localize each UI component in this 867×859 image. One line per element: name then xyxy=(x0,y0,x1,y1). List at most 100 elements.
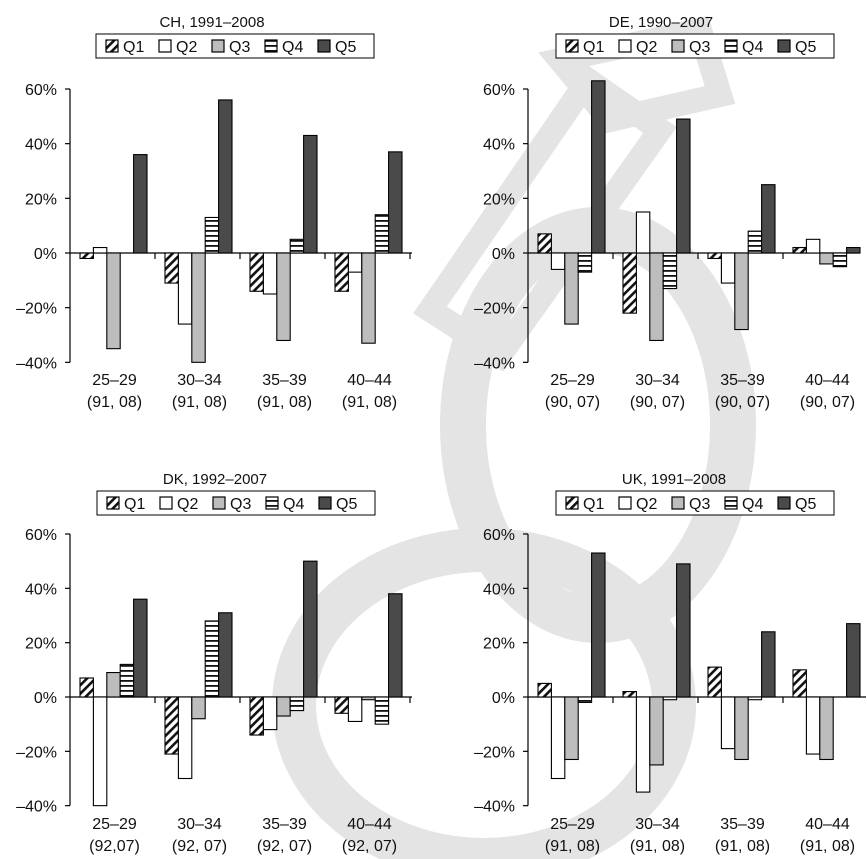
legend-swatch-q3 xyxy=(671,496,685,510)
bar-q5-1 xyxy=(591,552,606,698)
y-tick-label: 60% xyxy=(25,82,57,99)
category-sublabel: (92, 07) xyxy=(257,838,312,855)
category-sublabel: (91, 08) xyxy=(342,394,397,411)
bar-q1-1 xyxy=(79,677,94,698)
legend-label-q1: Q1 xyxy=(583,39,604,56)
legend-label-q3: Q3 xyxy=(230,496,251,513)
bar-q4-3 xyxy=(289,238,305,254)
bar-q2-4 xyxy=(805,696,821,755)
legend-label-q5: Q5 xyxy=(336,496,357,513)
bar-q4-2 xyxy=(662,252,678,290)
legend-swatch-q5 xyxy=(317,39,331,53)
bar-q1-4 xyxy=(792,246,807,254)
y-tick-label: 20% xyxy=(25,636,57,653)
y-tick-label: 0% xyxy=(492,246,515,263)
bar-q4-1 xyxy=(577,252,593,273)
bar-q3-3 xyxy=(276,252,291,342)
category-label: 40–44 xyxy=(805,372,850,389)
bar-q1-4 xyxy=(334,696,349,714)
bar-q5-3 xyxy=(303,134,318,254)
category-label: 40–44 xyxy=(805,816,850,833)
legend-swatch-q4 xyxy=(265,496,279,510)
legend-swatch-q1 xyxy=(565,39,579,53)
category-label: 35–39 xyxy=(262,816,307,833)
bar-q5-2 xyxy=(218,612,233,698)
y-tick-label: –20% xyxy=(474,301,515,318)
bar-q3-2 xyxy=(649,696,664,766)
y-tick-label: 60% xyxy=(25,527,57,544)
chart-panel: UK, 1991–2008 Q1 Q2 Q3 Q4 Q5 60% 40% 20% 0% –20% –4… xyxy=(474,471,866,855)
chart-title: DK, 1992–2007 xyxy=(163,471,267,488)
bar-q1-2 xyxy=(622,691,637,698)
y-tick-label: –40% xyxy=(16,355,57,372)
watermark xyxy=(272,15,756,859)
legend-swatch-q3 xyxy=(212,496,226,510)
legend-label-q1: Q1 xyxy=(583,496,604,513)
legend-label-q4: Q4 xyxy=(742,496,763,513)
category-label: 25–29 xyxy=(550,372,595,389)
chart-panel: CH, 1991–2008 Q1 Q2 Q3 Q4 Q5 60% 40% 20% 0% –20% –4… xyxy=(16,14,412,411)
category-sublabel: (91, 08) xyxy=(545,838,600,855)
category-sublabel: (91, 08) xyxy=(257,394,312,411)
bar-q2-2 xyxy=(635,696,651,793)
bar-q5-4 xyxy=(388,151,403,254)
legend-swatch-q2 xyxy=(618,496,632,510)
category-sublabel: (92, 07) xyxy=(172,838,227,855)
category-sublabel: (90, 07) xyxy=(715,394,770,411)
category-label: 30–34 xyxy=(177,816,222,833)
bar-q3-2 xyxy=(649,252,664,342)
legend-swatch-q3 xyxy=(671,39,685,53)
bar-q2-2 xyxy=(177,252,193,325)
chart-title: CH, 1991–2008 xyxy=(159,14,264,31)
legend-label-q2: Q2 xyxy=(636,39,657,56)
bar-q5-4 xyxy=(846,623,861,698)
y-tick-label: 60% xyxy=(483,527,515,544)
bar-q5-3 xyxy=(761,631,776,698)
chart-panel: DE, 1990–2007 Q1 Q2 Q3 Q4 Q5 60% 40% 20% 0% –20% –4… xyxy=(474,14,861,411)
legend-swatch-q2 xyxy=(158,39,172,53)
bar-q5-2 xyxy=(676,563,691,698)
legend-swatch-q1 xyxy=(105,39,119,53)
bar-q4-3 xyxy=(747,696,763,701)
bar-q3-2 xyxy=(191,252,206,363)
y-tick-label: –40% xyxy=(474,799,515,816)
bar-q3-4 xyxy=(819,696,834,761)
bar-q3-1 xyxy=(564,252,579,325)
category-label: 25–29 xyxy=(92,372,137,389)
legend-swatch-q4 xyxy=(724,39,738,53)
bar-q4-3 xyxy=(747,230,763,254)
bar-q5-3 xyxy=(761,184,776,254)
bar-q5-2 xyxy=(218,99,233,254)
legend-label-q4: Q4 xyxy=(282,39,303,56)
chart-panel: DK, 1992–2007 Q1 Q2 Q3 Q4 Q5 60% 40% 20% 0% –20% –4… xyxy=(16,471,412,855)
legend-label-q4: Q4 xyxy=(283,496,304,513)
bar-q5-3 xyxy=(303,560,318,698)
legend-label-q2: Q2 xyxy=(177,496,198,513)
bar-q3-1 xyxy=(106,671,121,698)
legend-swatch-q5 xyxy=(318,496,332,510)
category-label: 40–44 xyxy=(347,372,392,389)
bar-q3-4 xyxy=(361,696,376,701)
legend-swatch-q5 xyxy=(777,496,791,510)
bar-q1-1 xyxy=(79,252,94,260)
legend-label-q1: Q1 xyxy=(124,496,145,513)
legend: Q1 Q2 Q3 Q4 Q5 xyxy=(96,490,376,516)
y-tick-label: 40% xyxy=(483,137,515,154)
legend: Q1 Q2 Q3 Q4 Q5 xyxy=(555,33,835,59)
bar-q4-3 xyxy=(289,696,305,712)
legend-label-q2: Q2 xyxy=(176,39,197,56)
bar-q1-2 xyxy=(164,696,179,755)
bar-q2-4 xyxy=(347,252,363,273)
legend-swatch-q2 xyxy=(159,496,173,510)
legend-swatch-q5 xyxy=(777,39,791,53)
bar-q4-4 xyxy=(374,696,390,725)
y-tick-label: 0% xyxy=(492,690,515,707)
y-tick-label: 40% xyxy=(25,137,57,154)
bar-q2-3 xyxy=(720,696,736,750)
category-sublabel: (90, 07) xyxy=(545,394,600,411)
bar-q2-3 xyxy=(262,696,278,731)
category-label: 30–34 xyxy=(635,816,680,833)
category-label: 25–29 xyxy=(92,816,137,833)
y-tick-label: –20% xyxy=(474,744,515,761)
